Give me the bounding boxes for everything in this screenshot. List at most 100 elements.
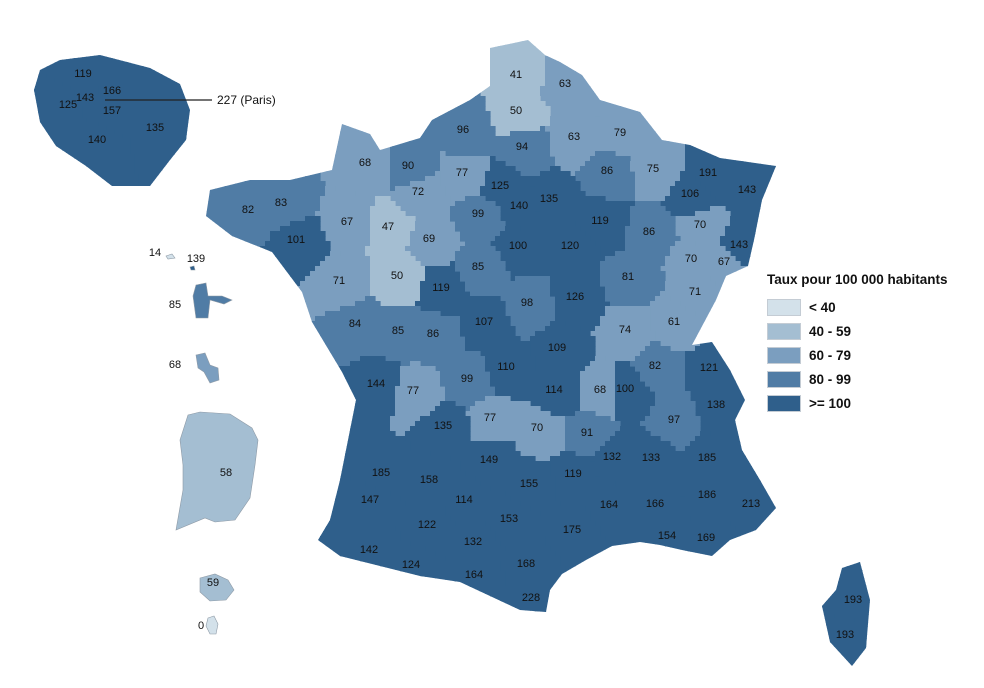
department-region <box>390 361 446 437</box>
department-value-label: 77 <box>484 412 496 424</box>
department-value-label: 68 <box>359 157 371 169</box>
department-region <box>530 321 596 372</box>
department-value-label: 83 <box>275 197 287 209</box>
department-region <box>530 166 586 232</box>
department-value-label: 213 <box>742 498 760 510</box>
department-region <box>630 341 686 402</box>
department-value-label: 228 <box>522 592 540 604</box>
overseas-territory <box>192 282 233 319</box>
department-region <box>565 411 621 457</box>
department-region <box>440 151 491 207</box>
department-value-label: 0 <box>198 620 204 632</box>
department-region <box>600 251 666 307</box>
department-value-label: 41 <box>510 69 522 81</box>
department-value-label: 99 <box>461 373 473 385</box>
department-value-label: 81 <box>622 271 634 283</box>
department-region <box>485 491 546 552</box>
department-value-label: 143 <box>76 92 94 104</box>
overseas-departments <box>165 253 259 635</box>
department-region <box>625 201 681 267</box>
department-value-label: 114 <box>455 494 473 506</box>
department-value-label: 91 <box>581 427 593 439</box>
department-region <box>575 151 636 202</box>
department-region <box>375 306 421 367</box>
department-region <box>490 226 546 282</box>
department-value-label: 157 <box>103 105 121 117</box>
legend-swatch <box>767 346 801 364</box>
department-region <box>425 40 551 97</box>
department-value-label: 119 <box>564 468 582 480</box>
department-value-label: 169 <box>697 532 715 544</box>
department-value-label: 107 <box>475 316 493 328</box>
department-value-label: 186 <box>698 489 716 501</box>
department-value-label: 133 <box>642 452 660 464</box>
department-value-label: 70 <box>694 219 706 231</box>
department-value-label: 70 <box>685 253 697 265</box>
department-value-label: 135 <box>434 420 452 432</box>
department-value-label: 86 <box>427 328 439 340</box>
department-value-label: 97 <box>668 414 680 426</box>
department-value-label: 67 <box>718 256 730 268</box>
department-value-label: 79 <box>614 127 626 139</box>
department-value-label: 74 <box>619 324 631 336</box>
department-value-label: 86 <box>601 165 613 177</box>
department-region <box>660 171 721 217</box>
department-value-label: 50 <box>510 105 522 117</box>
department-region <box>615 361 656 427</box>
department-value-label: 70 <box>531 422 543 434</box>
department-value-label: 47 <box>382 221 394 233</box>
department-value-label: 98 <box>521 297 533 309</box>
department-value-label: 125 <box>491 180 509 192</box>
department-region <box>460 441 521 492</box>
department-value-label: 72 <box>412 186 424 198</box>
department-region <box>98 55 183 103</box>
department-region <box>370 251 426 307</box>
department-region <box>635 426 681 487</box>
department-region <box>660 241 711 282</box>
department-region <box>545 111 601 177</box>
department-region <box>405 211 466 267</box>
legend-swatch <box>767 298 801 316</box>
legend-swatch <box>767 322 801 340</box>
department-value-label: 175 <box>563 524 581 536</box>
department-value-label: 96 <box>457 124 469 136</box>
department-region <box>575 196 636 257</box>
department-value-label: 119 <box>591 215 609 227</box>
department-value-label: 71 <box>333 275 345 287</box>
department-value-label: 147 <box>361 494 379 506</box>
department-value-label: 14 <box>149 247 161 259</box>
department-value-label: 135 <box>146 122 164 134</box>
department-region <box>255 40 396 202</box>
department-value-label: 120 <box>561 240 579 252</box>
department-value-label: 153 <box>500 513 518 525</box>
department-region <box>445 471 496 527</box>
department-value-label: 154 <box>658 530 676 542</box>
department-value-label: 59 <box>207 577 219 589</box>
department-value-label: 106 <box>681 188 699 200</box>
department-value-label: 100 <box>509 240 527 252</box>
department-value-label: 155 <box>520 478 538 490</box>
department-value-label: 63 <box>568 131 580 143</box>
department-region <box>590 426 636 487</box>
department-value-label: 143 <box>738 184 756 196</box>
department-value-label: 77 <box>407 385 419 397</box>
department-value-label: 63 <box>559 78 571 90</box>
department-region <box>515 401 566 462</box>
legend-item: 80 - 99 <box>767 367 948 391</box>
legend-item: 40 - 59 <box>767 319 948 343</box>
department-region <box>385 171 451 222</box>
department-region <box>365 196 416 257</box>
department-value-label: 139 <box>187 253 205 265</box>
department-value-label: 149 <box>480 454 498 466</box>
department-value-label: 140 <box>88 134 106 146</box>
department-value-label: 191 <box>699 167 717 179</box>
department-value-label: 124 <box>402 559 420 571</box>
department-value-label: 132 <box>464 536 482 548</box>
department-value-label: 85 <box>392 325 404 337</box>
department-region <box>485 336 536 402</box>
department-value-label: 158 <box>420 474 438 486</box>
department-region <box>405 401 471 462</box>
overseas-territory <box>189 265 196 271</box>
legend-label: 40 - 59 <box>809 323 852 339</box>
department-value-label: 132 <box>603 451 621 463</box>
